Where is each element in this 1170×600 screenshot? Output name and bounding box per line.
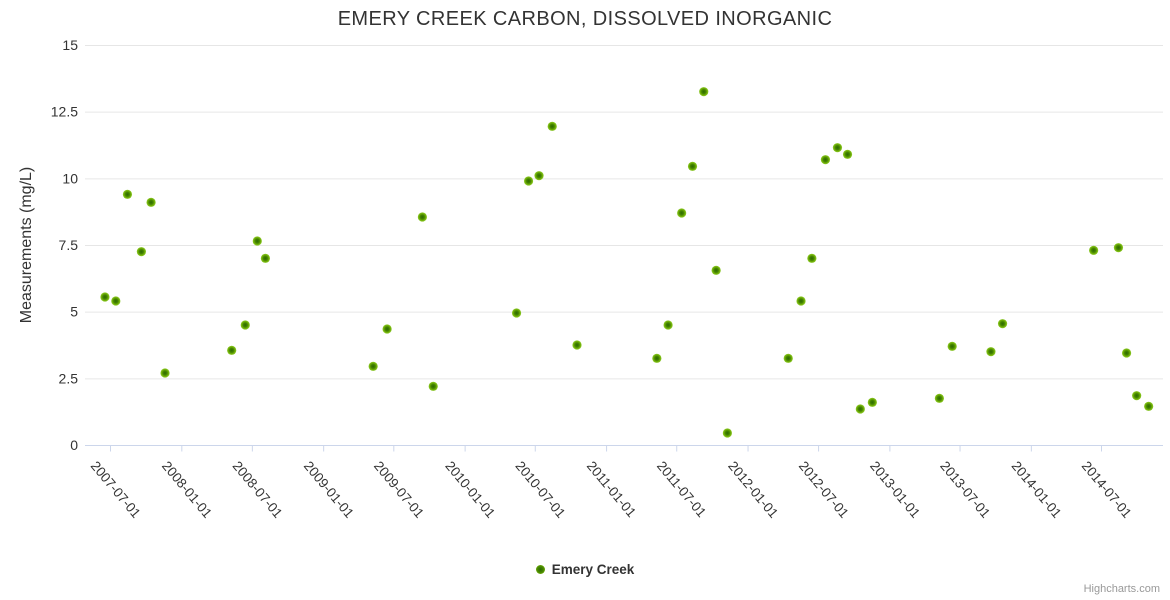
- data-point[interactable]: [368, 361, 378, 371]
- data-point[interactable]: [417, 212, 427, 222]
- x-axis-tick-label: 2008-07-01: [230, 458, 286, 521]
- data-point[interactable]: [100, 292, 110, 302]
- x-axis-tick-label: 2009-01-01: [301, 458, 357, 521]
- data-point[interactable]: [260, 253, 271, 263]
- data-point[interactable]: [722, 428, 732, 438]
- y-axis-tick-label: 0: [70, 437, 78, 453]
- data-point[interactable]: [1089, 245, 1099, 255]
- data-point[interactable]: [699, 87, 709, 97]
- data-point[interactable]: [1113, 243, 1124, 253]
- x-axis-tick-label: 2011-07-01: [654, 458, 709, 520]
- legend-item-emery-creek[interactable]: Emery Creek: [535, 562, 635, 577]
- data-point[interactable]: [1144, 401, 1154, 411]
- data-point[interactable]: [136, 247, 146, 257]
- y-axis-tick-label: 10: [62, 170, 78, 186]
- x-axis-tick-label: 2014-01-01: [1009, 458, 1065, 521]
- y-axis-tick-label: 5: [70, 304, 78, 320]
- x-axis-tick-label: 2007-07-01: [88, 458, 144, 521]
- data-point[interactable]: [687, 161, 698, 171]
- data-point[interactable]: [547, 121, 557, 131]
- data-point[interactable]: [652, 353, 662, 363]
- data-point[interactable]: [986, 347, 996, 357]
- y-axis-tick-label: 12.5: [51, 104, 78, 120]
- x-axis-tick-label: 2010-07-01: [512, 458, 568, 521]
- data-point[interactable]: [534, 171, 544, 181]
- data-point[interactable]: [146, 197, 156, 207]
- data-point[interactable]: [796, 296, 806, 306]
- x-axis-tick-label: 2010-01-01: [442, 458, 498, 521]
- data-point[interactable]: [783, 353, 793, 363]
- credits-link[interactable]: Highcharts.com: [1083, 583, 1160, 595]
- data-point[interactable]: [1121, 348, 1132, 358]
- data-point[interactable]: [867, 397, 877, 407]
- data-point[interactable]: [252, 236, 262, 246]
- data-point[interactable]: [663, 320, 673, 330]
- legend-label: Emery Creek: [551, 562, 635, 577]
- data-point[interactable]: [807, 253, 817, 263]
- data-point[interactable]: [820, 155, 831, 165]
- data-point[interactable]: [997, 319, 1008, 329]
- data-point[interactable]: [832, 143, 843, 153]
- data-point[interactable]: [428, 381, 438, 391]
- x-axis-tick-label: 2008-01-01: [159, 458, 215, 521]
- x-axis-tick-label: 2013-07-01: [937, 458, 993, 521]
- data-point[interactable]: [111, 296, 121, 306]
- data-point[interactable]: [855, 404, 865, 414]
- chart-title: EMERY CREEK CARBON, DISSOLVED INORGANIC: [337, 8, 833, 30]
- x-axis-tick-label: 2013-01-01: [867, 458, 923, 521]
- data-point[interactable]: [1132, 391, 1142, 401]
- data-point[interactable]: [160, 368, 170, 378]
- legend: Emery Creek: [0, 562, 1170, 577]
- x-axis-tick-label: 2014-07-01: [1079, 458, 1135, 521]
- legend-marker-icon: [535, 565, 545, 574]
- x-axis-tick-label: 2009-07-01: [371, 458, 427, 521]
- y-axis-tick-label: 2.5: [59, 370, 79, 386]
- data-point[interactable]: [122, 189, 133, 199]
- x-axis-tick-label: 2012-01-01: [725, 458, 781, 521]
- data-point[interactable]: [677, 208, 687, 218]
- data-point[interactable]: [240, 320, 250, 330]
- data-point[interactable]: [227, 345, 237, 355]
- y-axis-tick-label: 7.5: [59, 237, 79, 253]
- data-point[interactable]: [511, 308, 522, 318]
- x-axis-tick-label: 2011-01-01: [584, 458, 639, 520]
- data-point[interactable]: [572, 340, 582, 350]
- data-point[interactable]: [382, 324, 392, 334]
- data-point[interactable]: [934, 393, 944, 403]
- data-point[interactable]: [711, 265, 721, 275]
- y-axis-tick-label: 15: [62, 37, 78, 53]
- x-axis-tick-label: 2012-07-01: [796, 458, 852, 521]
- data-point[interactable]: [947, 341, 957, 351]
- data-point[interactable]: [842, 149, 853, 159]
- data-point[interactable]: [523, 176, 534, 186]
